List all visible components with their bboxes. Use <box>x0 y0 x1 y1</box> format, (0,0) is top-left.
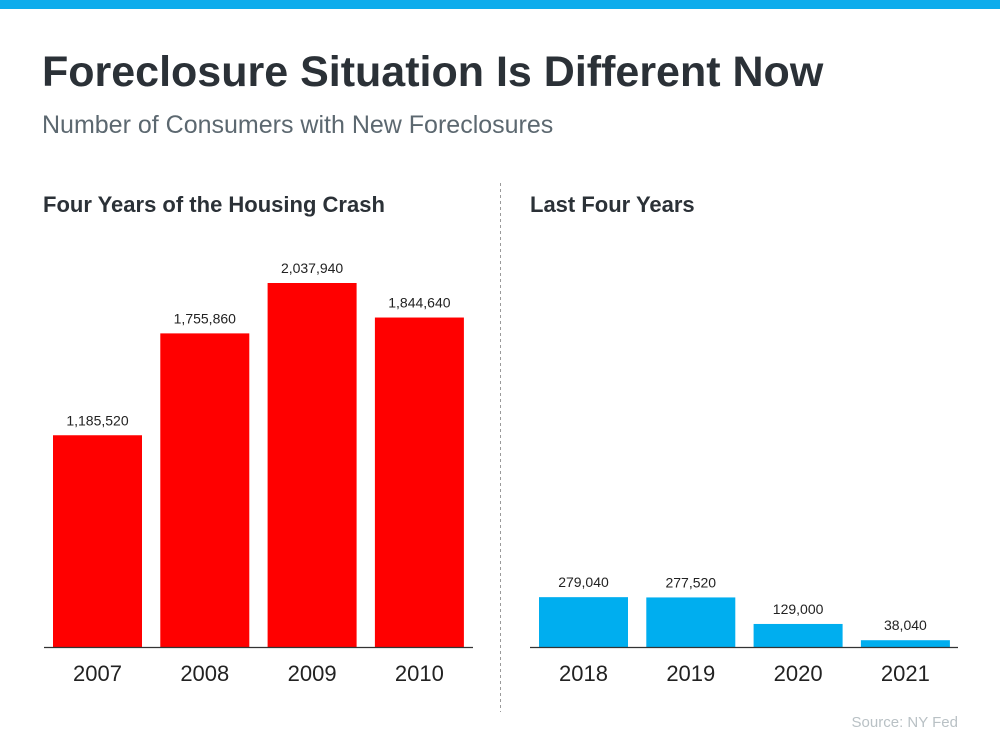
category-label-2009: 2009 <box>288 661 337 686</box>
chart-subtitle: Number of Consumers with New Foreclosure… <box>42 111 553 139</box>
category-label-2008: 2008 <box>180 661 229 686</box>
data-label-2007: 1,185,520 <box>66 412 128 428</box>
data-label-2018: 279,040 <box>558 574 609 590</box>
top-accent-bar <box>0 0 1000 9</box>
category-label-2010: 2010 <box>395 661 444 686</box>
chart-title: Foreclosure Situation Is Different Now <box>42 48 824 96</box>
recent-bars: 279,040 2018 277,520 2019 129,000 2020 38,040 2… <box>539 574 950 686</box>
category-label-2007: 2007 <box>73 661 122 686</box>
data-label-2021: 38,040 <box>884 617 927 633</box>
category-label-2019: 2019 <box>666 661 715 686</box>
data-label-2008: 1,755,860 <box>174 310 236 326</box>
category-label-2021: 2021 <box>881 661 930 686</box>
data-label-2009: 2,037,940 <box>281 260 343 276</box>
bar-2020 <box>753 623 843 647</box>
panel-title-recent: Last Four Years <box>530 192 695 217</box>
category-label-2020: 2020 <box>774 661 823 686</box>
bar-2019 <box>646 597 736 647</box>
bar-2010 <box>374 317 464 647</box>
data-label-2019: 277,520 <box>665 574 716 590</box>
bar-2021 <box>860 640 950 647</box>
bar-2009 <box>267 283 357 647</box>
source-note: Source: NY Fed <box>852 714 958 731</box>
crash-bars: 1,185,520 2007 1,755,860 2008 2,037,940 2009 1… <box>53 260 464 686</box>
bar-2007 <box>53 435 142 647</box>
data-label-2010: 1,844,640 <box>388 295 450 311</box>
category-label-2018: 2018 <box>559 661 608 686</box>
bar-2018 <box>539 597 628 647</box>
panel-title-crash: Four Years of the Housing Crash <box>43 192 385 217</box>
bar-2008 <box>160 333 250 647</box>
data-label-2020: 129,000 <box>773 601 824 617</box>
